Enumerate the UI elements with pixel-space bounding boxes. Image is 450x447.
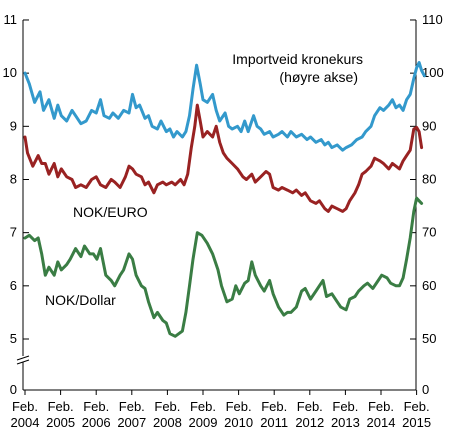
x-tick-year: 2004 [11, 415, 40, 430]
right-tick-label: 90 [422, 118, 436, 133]
annotation-importveid: Importveid kronekurs [232, 51, 363, 67]
x-tick-month: Feb. [83, 399, 109, 414]
annotation-euro: NOK/EURO [73, 204, 148, 220]
right-tick-label: 60 [422, 278, 436, 293]
x-ticks: Feb.2004Feb.2005Feb.2006Feb.2007Feb.2008… [11, 390, 431, 430]
right-tick-label: 100 [422, 65, 444, 80]
series-line-dollar [23, 196, 424, 338]
x-tick-year: 2011 [260, 415, 288, 430]
x-tick-month: Feb. [12, 399, 38, 414]
left-tick-label: 5 [10, 331, 17, 346]
right-y-ticks: 50 60 70 80 90 100 110 0 [410, 12, 444, 397]
series-lines [23, 61, 426, 338]
left-axis-break [16, 355, 30, 365]
left-tick-label: 10 [3, 65, 17, 80]
left-tick-label: 7 [10, 225, 17, 240]
right-tick-label: 80 [422, 171, 436, 186]
x-tick-month: Feb. [368, 399, 394, 414]
series-line-euro [23, 103, 424, 213]
x-tick-year: 2006 [82, 415, 111, 430]
x-tick-month: Feb. [261, 399, 287, 414]
x-tick-year: 2012 [295, 415, 324, 430]
series-line-importveid [23, 61, 426, 152]
axes [16, 20, 417, 391]
annotation-dollar: NOK/Dollar [45, 292, 116, 308]
left-tick-label: 11 [4, 12, 18, 27]
x-tick-month: Feb. [297, 399, 323, 414]
x-tick-year: 2007 [117, 415, 146, 430]
right-tick-label: 110 [422, 12, 443, 27]
right-tick-label: 70 [422, 225, 436, 240]
right-zero-label: 0 [422, 382, 429, 397]
x-tick-year: 2010 [224, 415, 253, 430]
x-tick-month: Feb. [48, 399, 74, 414]
x-tick-month: Feb. [154, 399, 180, 414]
x-tick-month: Feb. [190, 399, 216, 414]
x-tick-year: 2014 [367, 415, 396, 430]
x-tick-year: 2005 [46, 415, 75, 430]
x-tick-month: Feb. [226, 399, 252, 414]
x-tick-year: 2009 [189, 415, 218, 430]
x-tick-year: 2008 [153, 415, 182, 430]
left-zero-label: 0 [10, 382, 17, 397]
annotation-importveid: (høyre akse) [279, 69, 358, 85]
x-tick-year: 2013 [331, 415, 360, 430]
x-tick-year: 2015 [402, 415, 431, 430]
left-tick-label: 6 [10, 278, 17, 293]
x-tick-month: Feb. [119, 399, 145, 414]
x-tick-month: Feb. [404, 399, 430, 414]
right-tick-label: 50 [422, 331, 436, 346]
x-tick-month: Feb. [332, 399, 358, 414]
left-tick-label: 9 [10, 118, 17, 133]
left-tick-label: 8 [10, 171, 17, 186]
series-annotations: Importveid kronekurs (høyre akse) NOK/EURO… [45, 51, 363, 308]
